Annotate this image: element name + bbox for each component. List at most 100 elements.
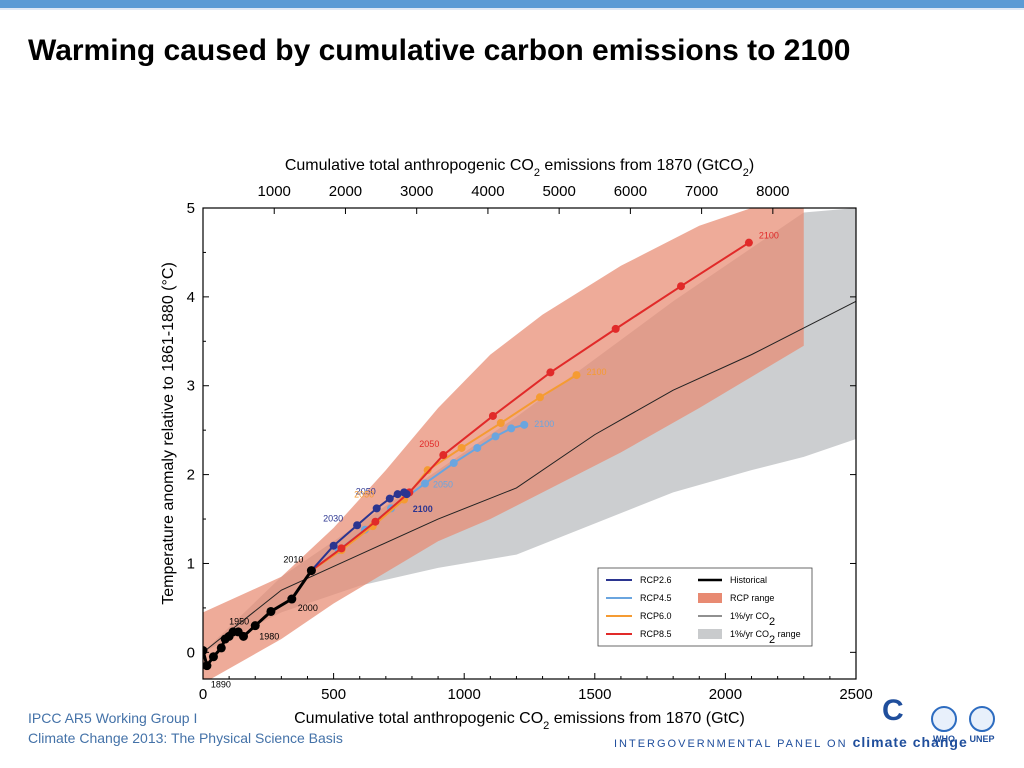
plot-area [203,208,856,679]
rcp85-point [371,517,380,526]
x-tick-label: 2000 [709,686,742,703]
rcp60-year-label: 2050 [354,489,374,499]
historical-point [238,631,248,641]
y-tick-label: 1 [187,555,195,572]
x-tick-label: 2500 [839,686,872,703]
rcp60-point [535,393,544,402]
top-tick-label: 6000 [614,183,647,200]
x-tick-label: 0 [199,686,207,703]
rcp60-point [496,419,505,428]
top-tick-label: 1000 [258,183,291,200]
rcp85-point [676,282,685,291]
historical-point [287,594,297,604]
legend-swatch-rcp_range [698,593,722,603]
top-accent-rule [0,8,1024,10]
legend-label-historical: Historical [730,575,767,585]
historical-point [208,652,218,662]
rcp85-point [546,368,555,377]
top-tick-label: 4000 [471,183,504,200]
top-accent-bar [0,0,1024,8]
unep-emblem-icon [969,706,995,732]
legend-label-rcp45: RCP4.5 [640,593,672,603]
legend-label-rcp_range: RCP range [730,593,774,603]
footer-report-title: Climate Change 2013: The Physical Scienc… [28,730,343,746]
rcp26-point [385,494,394,503]
legend-label-onepct: 1%/yr CO2 [730,611,775,628]
historical-year-label: 2010 [283,555,303,565]
legend-label-rcp85: RCP8.5 [640,629,672,639]
legend-label-onepct_range: 1%/yr CO2 range [730,629,801,646]
rcp45-year-label: 2050 [433,479,453,489]
rcp26-year-label: 2050 [356,487,376,497]
rcp60-point [572,371,581,380]
rcp60-year-label: 2100 [587,367,607,377]
historical-year-label: 1950 [229,616,249,626]
footer-working-group: IPCC AR5 Working Group I [28,710,198,726]
rcp85-point [439,451,448,460]
y-tick-label: 4 [187,289,195,306]
top-tick-label: 5000 [542,183,575,200]
historical-point [250,621,260,631]
slide-title: Warming caused by cumulative carbon emis… [28,34,851,67]
ipcc-name: INTERGOVERNMENTAL PANEL ON climate chang… [614,734,968,750]
x-tick-label: 1500 [578,686,611,703]
plot-frame [202,207,857,680]
x-axis-title: Cumulative total anthropogenic CO2 emiss… [294,710,745,732]
rcp85-year-label: 2100 [759,231,779,241]
rcp26-year-label: 2030 [323,513,343,523]
top-tick-label: 8000 [756,183,789,200]
ipcc-name-strong: climate change [852,734,968,750]
top-tick-label: 2000 [329,183,362,200]
top-tick-label: 7000 [685,183,718,200]
rcp60-point [423,466,432,475]
y-axis-title: Temperature anomaly relative to 1861-188… [160,262,177,605]
y-tick-label: 5 [187,200,195,217]
rcp45-point [473,443,482,452]
top-tick-label: 3000 [400,183,433,200]
who-logo: WHO [926,706,962,744]
x-tick-label: 500 [321,686,346,703]
rcp26-point [402,490,411,499]
legend-label-rcp60: RCP6.0 [640,611,672,621]
unep-logo: UNEP [964,706,1000,744]
historical-year-label: 1890 [211,680,231,690]
y-tick-label: 0 [187,644,195,661]
rcp45-point [507,424,516,433]
y-tick-label: 2 [187,467,195,484]
rcp85-point [488,411,497,420]
historical-year-label: 2000 [298,603,318,613]
rcp45-point [421,479,430,488]
ipcc-logo: C [882,694,904,727]
historical-point [203,661,212,671]
historical-year-label: 1980 [259,632,279,642]
rcp85-line [310,241,750,572]
top-axis-title: Cumulative total anthropogenic CO2 emiss… [285,157,754,179]
rcp26-point [372,504,381,513]
ipcc-name-prefix: INTERGOVERNMENTAL PANEL ON [614,738,853,750]
x-tick-label: 1000 [448,686,481,703]
legend [597,567,813,647]
rcp45-year-label: 2100 [534,419,554,429]
unep-label: UNEP [969,734,995,744]
historical-point [266,606,276,616]
historical-point [216,643,226,653]
who-label: WHO [933,734,955,744]
rcp26-year-label: 2100 [413,504,433,514]
rcp85-point [337,544,346,553]
y-tick-label: 3 [187,378,195,395]
rcp26-point [329,541,338,550]
rcp45-point [491,432,500,441]
legend-swatch-onepct_range [698,629,722,639]
who-emblem-icon [931,706,957,732]
rcp45-point [449,459,458,468]
rcp45-point [520,420,529,429]
rcp85-point [744,238,753,247]
rcp26-point [353,521,362,530]
historical-point [306,566,316,576]
legend-label-rcp26: RCP2.6 [640,575,672,585]
rcp85-point [611,324,620,333]
rcp60-point [457,443,466,452]
rcp26-point [393,490,402,499]
rcp-range-band [203,208,804,679]
